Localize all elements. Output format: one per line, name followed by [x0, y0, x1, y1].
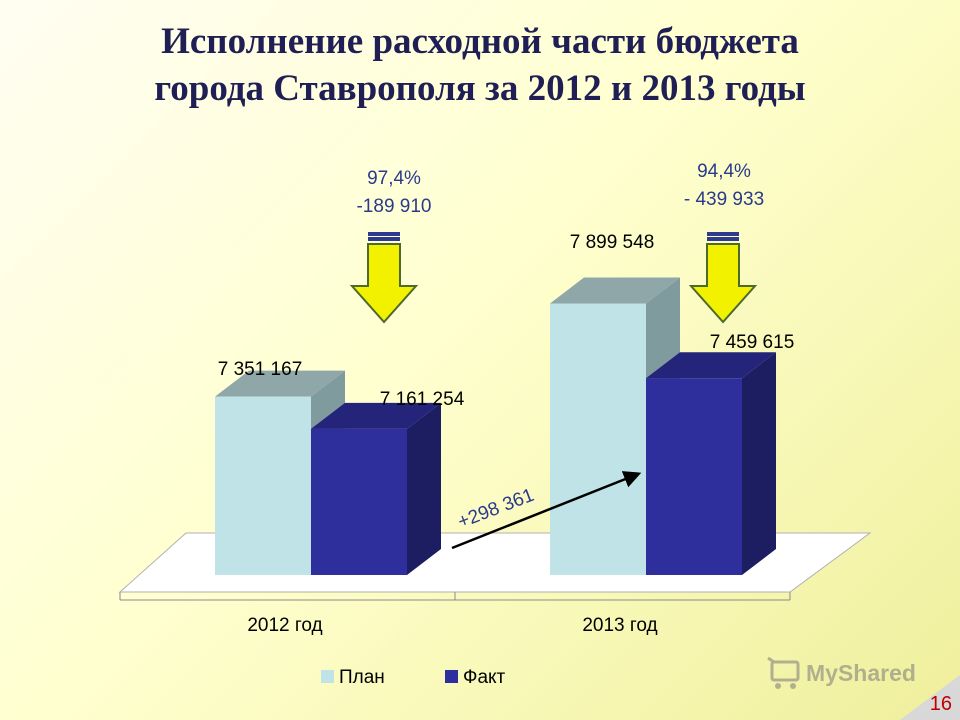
legend-swatch-fact — [445, 670, 458, 683]
execution-percent-2012: 97,4% — [367, 168, 421, 189]
legend-label-fact: Факт — [463, 667, 506, 688]
value-label-fact-2013: 7 459 615 — [710, 332, 795, 353]
watermark-text: MyShared — [806, 660, 916, 686]
title-line-1: Исполнение расходной части бюджета — [161, 21, 799, 62]
page-number: 16 — [929, 693, 952, 715]
value-label-plan-2013: 7 899 548 — [570, 232, 655, 253]
slide-title: Исполнение расходной части бюджета город… — [0, 18, 960, 112]
value-label-plan-2012: 7 351 167 — [218, 359, 303, 380]
bar-side-face — [407, 402, 441, 575]
title-line-2: города Ставрополя за 2012 и 2013 годы — [154, 68, 806, 109]
execution-diff-2012: -189 910 — [356, 196, 431, 217]
down-arrow-icon — [349, 232, 419, 324]
bar-front-face — [646, 378, 742, 575]
growth-arrow — [451, 471, 642, 550]
category-label-2012: 2012 год — [247, 615, 322, 636]
legend: План Факт — [321, 667, 506, 688]
legend-swatch-plan — [321, 670, 334, 683]
cart-icon — [767, 656, 800, 689]
value-label-fact-2012: 7 161 254 — [380, 389, 465, 410]
execution-diff-2013: - 439 933 — [684, 189, 764, 210]
bar-fact-2013 — [646, 352, 776, 575]
down-arrow-icon — [688, 232, 758, 324]
legend-label-plan: План — [339, 667, 385, 688]
bar-top-face — [646, 352, 776, 379]
bar-front-face — [550, 303, 646, 575]
category-label-2013: 2013 год — [582, 615, 657, 636]
bar-side-face — [742, 352, 776, 575]
bar-top-face — [311, 402, 441, 429]
bar-top-face — [550, 277, 680, 304]
growth-label: +298 361 — [455, 485, 537, 533]
bar-front-face — [215, 396, 311, 575]
watermark: MyShared — [767, 656, 916, 689]
bar-fact-2012 — [311, 402, 441, 575]
bar-top-face — [215, 370, 345, 397]
execution-percent-2013: 94,4% — [697, 161, 751, 182]
bars-group — [215, 277, 776, 575]
bar-front-face — [311, 428, 407, 575]
page-number-badge: 16 — [900, 675, 960, 720]
page-corner — [900, 675, 960, 720]
